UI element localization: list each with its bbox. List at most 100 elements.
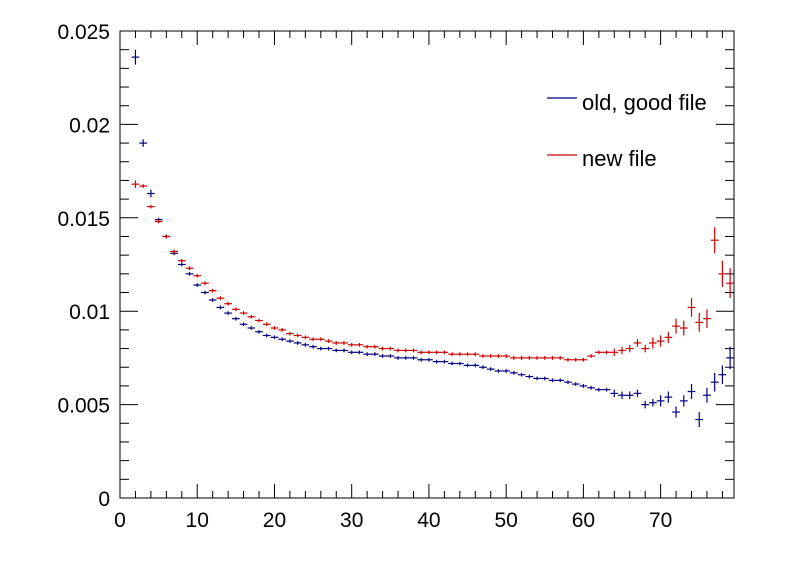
legend-label-new: new file <box>582 146 657 171</box>
data-point <box>672 318 680 334</box>
data-point <box>301 335 310 340</box>
data-point <box>139 139 148 147</box>
data-point <box>239 311 248 315</box>
data-point <box>185 266 194 271</box>
data-point <box>479 365 487 370</box>
data-point <box>510 370 518 375</box>
series-1 <box>131 180 734 362</box>
data-point <box>726 346 734 370</box>
data-point <box>664 331 673 343</box>
data-point <box>718 365 727 385</box>
data-point <box>718 260 727 287</box>
data-point <box>594 350 603 355</box>
y-tick-labels: 0 0.005 0.01 0.015 0.02 0.025 <box>57 21 110 511</box>
plot-frame <box>119 30 735 499</box>
data-point <box>309 337 317 342</box>
data-point <box>432 359 441 364</box>
data-point <box>262 322 271 327</box>
y-tick-label: 0 <box>98 488 110 511</box>
data-point <box>262 333 271 338</box>
data-point <box>703 387 711 403</box>
data-point <box>401 348 410 353</box>
data-point <box>363 352 372 357</box>
legend-label-old: old, good file <box>582 90 707 115</box>
data-point <box>610 389 619 398</box>
data-point <box>602 387 611 392</box>
data-point <box>455 361 464 366</box>
data-point <box>510 356 518 360</box>
data-point <box>687 298 696 317</box>
data-point <box>440 359 449 364</box>
data-point <box>417 357 426 362</box>
data-point <box>355 342 364 347</box>
data-point <box>201 290 209 295</box>
y-tick-label: 0.005 <box>57 395 110 418</box>
data-point <box>579 384 588 388</box>
legend: old, good file new file <box>547 90 707 171</box>
data-point <box>579 357 588 362</box>
series-0 <box>131 49 734 428</box>
data-point <box>154 219 163 224</box>
data-point <box>386 346 395 351</box>
data-point <box>726 268 734 299</box>
data-point <box>340 341 348 345</box>
data-point <box>564 380 572 385</box>
x-tick-label: 70 <box>649 509 672 532</box>
data-point <box>440 350 449 355</box>
data-point <box>649 337 657 349</box>
data-point <box>594 387 603 392</box>
data-point <box>564 357 572 362</box>
data-point <box>278 337 287 342</box>
x-tick-label: 60 <box>572 509 595 532</box>
x-tick-label: 0 <box>114 509 126 532</box>
y-tick-label: 0.02 <box>69 114 110 137</box>
data-point <box>517 356 526 360</box>
data-point <box>641 400 650 409</box>
data-point <box>270 335 279 340</box>
data-point <box>587 385 595 390</box>
data-point <box>471 352 480 357</box>
data-point <box>394 348 402 353</box>
data-point <box>633 339 642 347</box>
data-point <box>332 341 341 345</box>
data-point <box>301 342 310 347</box>
x-tick-label: 30 <box>340 509 363 532</box>
y-tick-label: 0.015 <box>57 208 110 231</box>
data-point <box>193 273 202 278</box>
data-point <box>394 356 402 360</box>
y-tick-label: 0.025 <box>57 21 110 44</box>
x-tick-label: 50 <box>494 509 517 532</box>
data-point <box>378 346 387 351</box>
data-point <box>170 249 178 254</box>
data-point <box>486 354 495 358</box>
data-point <box>231 307 240 312</box>
data-point <box>455 352 464 357</box>
data-point <box>293 333 302 338</box>
data-point <box>231 316 240 321</box>
data-point <box>641 344 650 353</box>
data-point <box>448 352 456 357</box>
data-point <box>695 313 704 332</box>
data-point <box>255 318 263 323</box>
x-tick-label: 40 <box>417 509 440 532</box>
data-point <box>255 329 263 334</box>
data-point <box>548 356 557 360</box>
data-point <box>162 234 171 239</box>
y-tick-label: 0.01 <box>69 301 110 324</box>
data-point <box>286 339 294 343</box>
data-point <box>602 350 611 355</box>
data-point <box>463 352 472 357</box>
data-point <box>286 331 294 336</box>
data-point <box>185 271 194 276</box>
data-point <box>409 356 418 360</box>
data-point <box>347 350 356 355</box>
data-point <box>540 356 549 360</box>
data-point <box>517 372 526 377</box>
data-point <box>147 204 155 209</box>
data-point <box>309 344 317 349</box>
data-point <box>533 376 541 381</box>
data-point <box>208 288 217 293</box>
data-point <box>679 320 688 336</box>
data-point <box>316 337 325 342</box>
data-point <box>216 296 225 300</box>
